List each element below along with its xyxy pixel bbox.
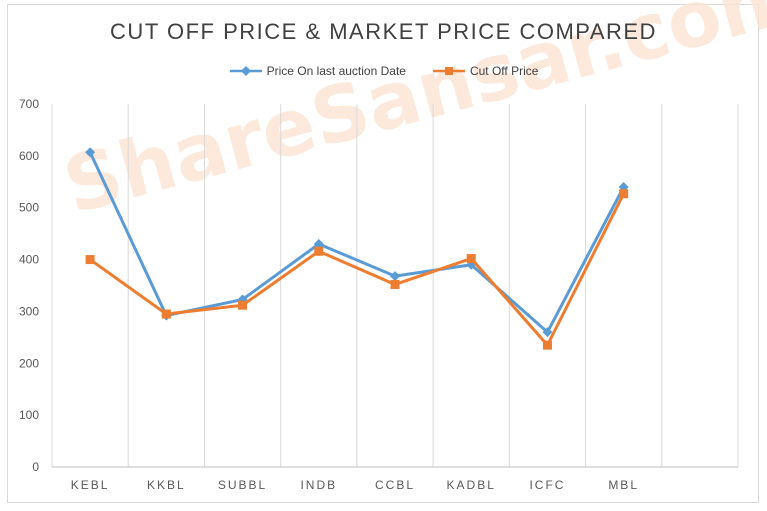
legend-entry-cutoff: Cut Off Price (432, 64, 538, 78)
x-tick-label: KADBL (447, 478, 496, 492)
legend: Price On last auction Date Cut Off Price (0, 64, 767, 78)
x-tick-label: SUBBL (218, 478, 267, 492)
y-tick-label: 400 (19, 253, 39, 267)
legend-entry-price: Price On last auction Date (229, 64, 406, 78)
y-tick-label: 600 (19, 149, 39, 163)
x-tick-label: MBL (608, 478, 639, 492)
data-point-diamond (542, 327, 553, 338)
data-point-square (390, 279, 400, 289)
x-tick-label: KEBL (71, 478, 110, 492)
data-point-diamond (390, 271, 400, 282)
data-point-square (466, 254, 476, 264)
chart-title: CUT OFF PRICE & MARKET PRICE COMPARED (110, 19, 657, 44)
y-tick-label: 500 (19, 201, 39, 215)
y-tick-label: 300 (19, 304, 39, 318)
data-point-square (85, 255, 95, 265)
legend-marker-square-icon (432, 67, 465, 75)
data-point-square (542, 340, 552, 350)
y-tick-label: 100 (19, 408, 39, 422)
x-tick-label: CCBL (375, 478, 415, 492)
y-tick-label: 0 (32, 460, 39, 474)
x-tick-label: INDB (300, 478, 337, 492)
y-tick-label: 200 (19, 356, 39, 370)
chart-frame (7, 4, 759, 503)
data-point-diamond (85, 147, 96, 158)
data-point-square (314, 246, 324, 256)
y-tick-label: 700 (19, 97, 39, 111)
data-point-diamond (313, 239, 324, 250)
data-point-square (619, 189, 629, 199)
series-line-1 (89, 193, 626, 347)
data-point-square (161, 309, 171, 319)
legend-marker-diamond-icon (229, 66, 262, 76)
x-tick-label: KKBL (147, 478, 186, 492)
data-point-square (238, 300, 248, 310)
legend-label-cutoff: Cut Off Price (469, 64, 539, 78)
x-tick-label: ICFC (529, 478, 565, 492)
legend-label-price: Price On last auction Date (266, 64, 406, 78)
